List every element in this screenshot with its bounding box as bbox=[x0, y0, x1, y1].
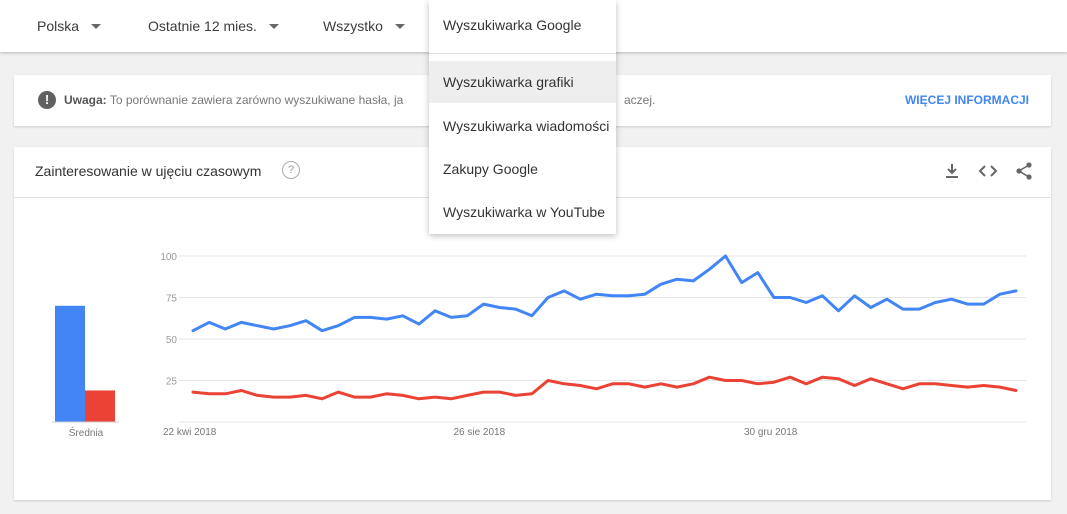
average-label: Średnia bbox=[69, 426, 104, 439]
category-filter-label: Wszystko bbox=[323, 18, 383, 34]
notice-bold-label: Uwaga: bbox=[64, 93, 107, 107]
exclamation-icon: ! bbox=[38, 91, 56, 109]
notice-text-tail: aczej. bbox=[624, 93, 656, 107]
notice-body: To porównanie zawiera zarówno wyszukiwan… bbox=[109, 93, 404, 107]
average-bar bbox=[55, 305, 85, 422]
dropdown-item-news-search[interactable]: Wyszukiwarka wiadomości bbox=[443, 118, 610, 134]
help-icon[interactable]: ? bbox=[282, 161, 300, 179]
x-tick-label: 22 kwi 2018 bbox=[163, 427, 217, 438]
series-line bbox=[191, 254, 1018, 333]
more-info-link[interactable]: WIĘCEJ INFORMACJI bbox=[904, 93, 1029, 107]
share-icon[interactable] bbox=[1014, 161, 1034, 181]
y-tick-label: 50 bbox=[166, 335, 178, 346]
y-tick-label: 75 bbox=[166, 294, 178, 305]
region-filter[interactable]: Polska bbox=[37, 0, 102, 52]
caret-down-icon bbox=[268, 23, 279, 29]
search-type-dropdown: Wyszukiwarka Google Wyszukiwarka grafiki… bbox=[429, 0, 616, 234]
notice-text: Uwaga: To porównanie zawiera zarówno wys… bbox=[64, 93, 403, 107]
interest-chart: 25 50 75 100 22 kwi 2018 26 sie 2018 30 gru 2… bbox=[52, 252, 1026, 439]
y-tick-label: 25 bbox=[166, 377, 178, 388]
category-filter[interactable]: Wszystko bbox=[323, 0, 405, 52]
download-icon[interactable] bbox=[942, 161, 962, 181]
dropdown-item-google-shopping[interactable]: Zakupy Google bbox=[443, 161, 538, 177]
average-bar bbox=[85, 390, 115, 422]
dropdown-item-youtube-search[interactable]: Wyszukiwarka w YouTube bbox=[443, 204, 605, 220]
series-line bbox=[191, 375, 1018, 401]
dropdown-item-google-search[interactable]: Wyszukiwarka Google bbox=[443, 17, 582, 33]
x-tick-label: 30 gru 2018 bbox=[744, 427, 798, 438]
caret-down-icon bbox=[91, 23, 102, 29]
region-filter-label: Polska bbox=[37, 18, 80, 34]
card-title: Zainteresowanie w ujęciu czasowym bbox=[35, 163, 262, 179]
y-tick-label: 100 bbox=[160, 252, 177, 263]
caret-down-icon bbox=[394, 23, 405, 29]
period-filter-label: Ostatnie 12 mies. bbox=[148, 18, 257, 34]
dropdown-divider bbox=[429, 53, 616, 54]
dropdown-item-image-search[interactable]: Wyszukiwarka grafiki bbox=[429, 61, 616, 103]
embed-icon[interactable] bbox=[978, 161, 998, 181]
period-filter[interactable]: Ostatnie 12 mies. bbox=[148, 0, 279, 52]
x-tick-label: 26 sie 2018 bbox=[453, 427, 505, 438]
